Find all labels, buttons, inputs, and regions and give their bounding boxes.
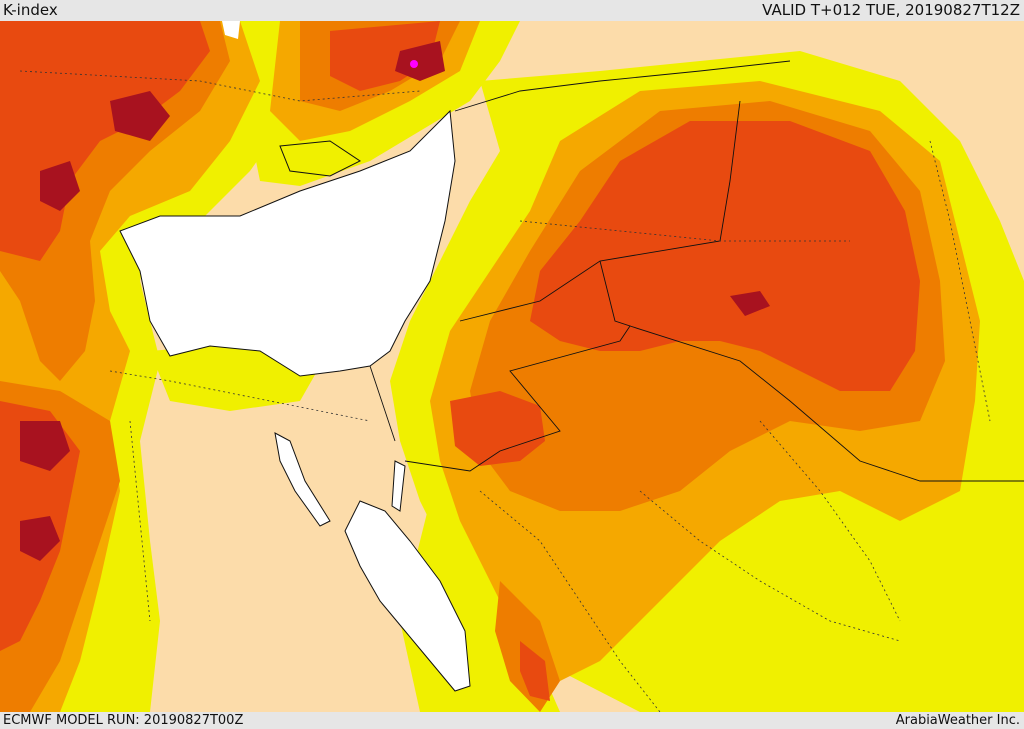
- valid-time-label: VALID T+012 TUE, 20190827T12Z: [762, 1, 1020, 19]
- country-borders: [369, 60, 1024, 482]
- model-run-label: ECMWF MODEL RUN: 20190827T00Z: [3, 713, 244, 728]
- coastlines: [119, 109, 471, 692]
- header-bar: K-index VALID T+012 TUE, 20190827T12Z: [0, 0, 1024, 21]
- k-index-map-canvas: [0, 21, 1024, 712]
- water-bodies: [120, 21, 470, 691]
- footer-bar: ECMWF MODEL RUN: 20190827T00Z ArabiaWeat…: [0, 712, 1024, 729]
- forecast-map[interactable]: [0, 21, 1024, 712]
- credit-label: ArabiaWeather Inc.: [895, 713, 1020, 728]
- map-title: K-index: [3, 1, 58, 19]
- k-index-level-5: [20, 41, 770, 561]
- k-index-level-6: [410, 60, 418, 68]
- region-borders: [19, 70, 991, 712]
